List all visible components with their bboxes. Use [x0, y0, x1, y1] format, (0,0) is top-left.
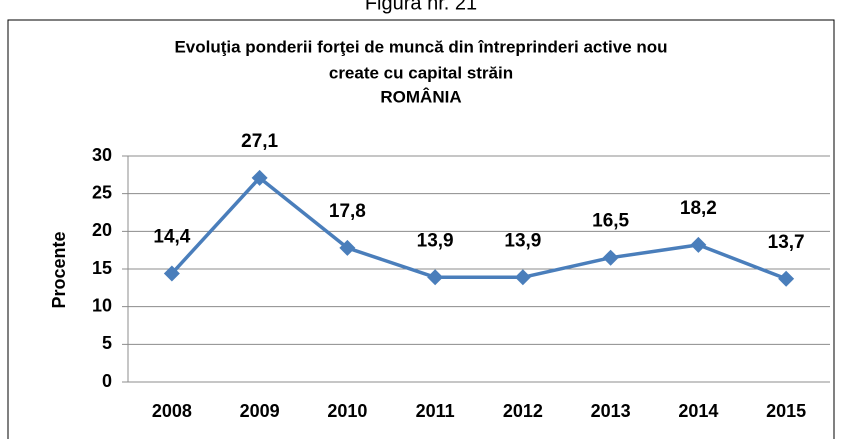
data-label: 13,9 [417, 230, 454, 251]
caption: Figura nr. 21 [365, 0, 477, 14]
y-axis-label: Procente [49, 231, 69, 308]
x-tick-label: 2014 [678, 401, 718, 421]
chart-title: ROMÂNIA [380, 87, 461, 106]
marker [514, 269, 531, 286]
x-tick-label: 2009 [240, 401, 280, 421]
y-tick-label: 30 [92, 145, 112, 165]
x-tick-label: 2013 [591, 401, 631, 421]
x-tick-label: 2008 [152, 401, 192, 421]
x-tick-label: 2010 [327, 401, 367, 421]
chart-title: Evoluţia ponderii forţei de muncă din în… [174, 37, 667, 56]
data-label: 14,4 [153, 227, 190, 248]
marker [163, 265, 180, 282]
data-label: 18,2 [680, 198, 717, 219]
data-label: 13,7 [768, 232, 805, 253]
y-tick-label: 0 [102, 371, 112, 391]
marker [251, 169, 268, 186]
data-label: 27,1 [241, 131, 278, 152]
chart-border [7, 19, 835, 439]
marker [602, 249, 619, 266]
x-tick-label: 2012 [503, 401, 543, 421]
marker [339, 239, 356, 256]
marker [778, 270, 795, 287]
chart-title: create cu capital străin [329, 63, 513, 82]
y-tick-label: 20 [92, 220, 112, 240]
y-tick-label: 15 [92, 258, 112, 278]
y-tick-label: 10 [92, 295, 112, 315]
y-tick-label: 25 [92, 182, 112, 202]
y-tick-label: 5 [102, 333, 112, 353]
x-tick-label: 2011 [416, 401, 455, 421]
x-tick-label: 2015 [766, 401, 806, 421]
data-label: 13,9 [504, 230, 541, 251]
data-label: 16,5 [592, 211, 629, 232]
data-label: 17,8 [329, 201, 366, 222]
marker [427, 269, 444, 286]
series-line [170, 176, 787, 281]
marker [690, 236, 707, 253]
